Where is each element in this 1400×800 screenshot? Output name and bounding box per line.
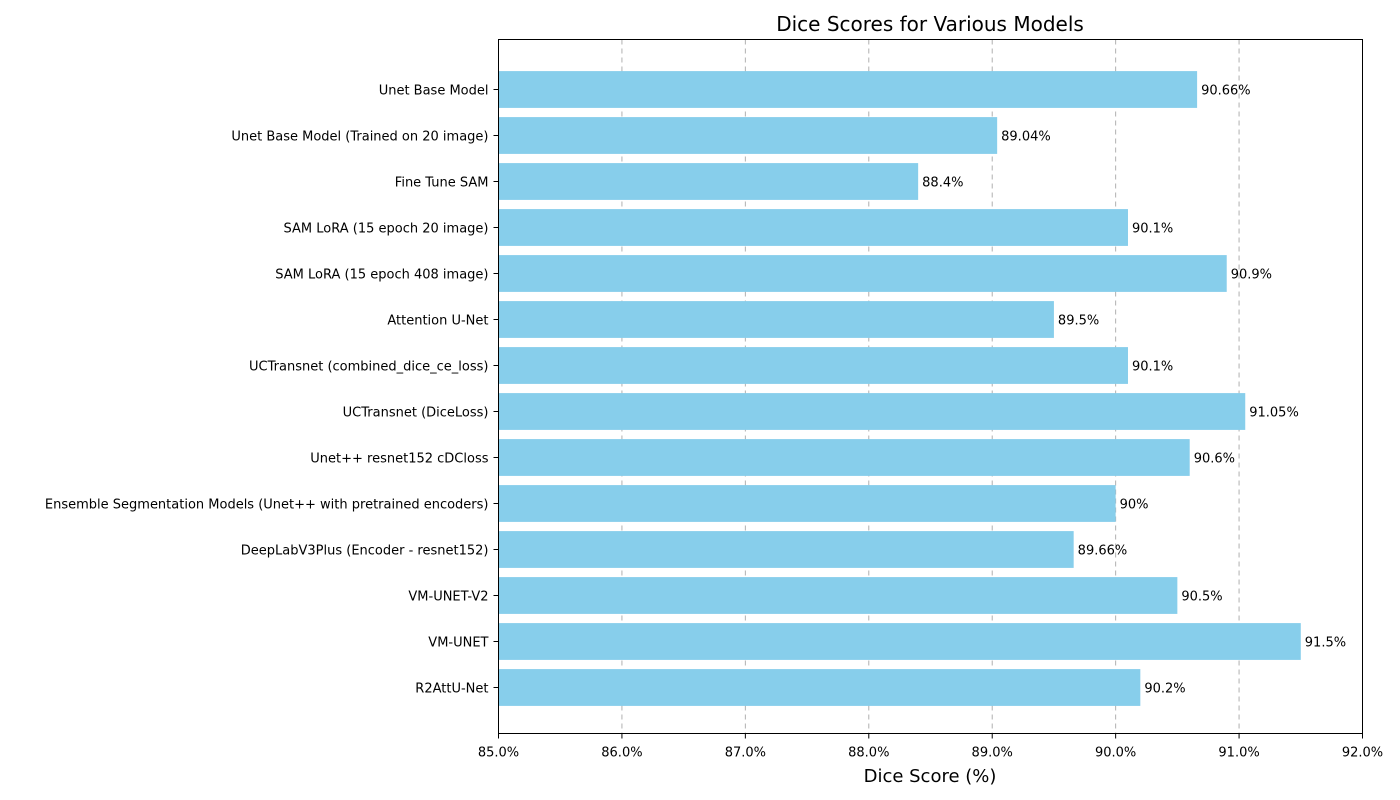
value-label: 88.4% (922, 176, 963, 191)
x-tick-label: 86.0% (601, 746, 642, 761)
value-label: 90.6% (1194, 452, 1235, 467)
bar (498, 531, 1074, 568)
bar (498, 669, 1141, 706)
value-label: 89.5% (1058, 314, 1099, 329)
category-label: UCTransnet (DiceLoss) (343, 406, 489, 421)
bar-layer (498, 71, 1301, 706)
x-tick-label: 89.0% (972, 746, 1013, 761)
bar (498, 577, 1178, 614)
value-label: 91.5% (1305, 636, 1346, 651)
bar (498, 485, 1116, 522)
x-tick-label: 90.0% (1095, 746, 1136, 761)
value-label: 90.2% (1144, 682, 1185, 697)
value-label: 90% (1120, 498, 1149, 513)
chart-title: Dice Scores for Various Models (776, 12, 1084, 36)
x-axis-title: Dice Score (%) (864, 766, 997, 787)
plot-frame (498, 39, 1363, 734)
value-label: 89.04% (1001, 130, 1051, 145)
x-tick-label: 88.0% (848, 746, 889, 761)
value-label: 90.5% (1181, 590, 1222, 605)
x-tick-label: 85.0% (478, 746, 519, 761)
category-label: DeepLabV3Plus (Encoder - resnet152) (241, 544, 489, 559)
category-label: SAM LoRA (15 epoch 408 image) (275, 268, 488, 283)
category-label: Ensemble Segmentation Models (Unet++ wit… (45, 498, 489, 513)
category-label: SAM LoRA (15 epoch 20 image) (284, 222, 489, 237)
value-label: 90.9% (1231, 268, 1272, 283)
bar (498, 301, 1054, 338)
category-label: VM-UNET-V2 (408, 590, 488, 605)
value-label: 90.66% (1201, 84, 1251, 99)
grid-layer (621, 39, 1240, 734)
category-label: R2AttU-Net (415, 682, 488, 697)
category-label: Attention U-Net (387, 314, 488, 329)
value-label: 90.1% (1132, 360, 1173, 375)
tick-layer (493, 89, 1363, 739)
category-label: Fine Tune SAM (395, 176, 489, 191)
category-label: Unet Base Model (379, 84, 489, 99)
bar (498, 439, 1190, 476)
bar (498, 163, 919, 200)
x-tick-label: 87.0% (725, 746, 766, 761)
bar (498, 255, 1227, 292)
x-tick-label: 91.0% (1218, 746, 1259, 761)
category-label: Unet Base Model (Trained on 20 image) (231, 130, 488, 145)
value-label: 91.05% (1249, 406, 1299, 421)
x-tick-label: 92.0% (1342, 746, 1383, 761)
category-label: Unet++ resnet152 cDCloss (310, 452, 488, 467)
bar (498, 71, 1198, 108)
bar (498, 393, 1246, 430)
value-label: 89.66% (1078, 544, 1128, 559)
bar (498, 209, 1128, 246)
bar (498, 623, 1301, 660)
category-label: VM-UNET (428, 636, 488, 651)
label-layer: 85.0% 86.0% 87.0% 88.0% 89.0% 90.0% 91.0% 92.0%… (45, 84, 1383, 761)
category-label: UCTransnet (combined_dice_ce_loss) (249, 360, 488, 375)
bar (498, 347, 1128, 384)
value-label: 90.1% (1132, 222, 1173, 237)
bar (498, 117, 998, 154)
